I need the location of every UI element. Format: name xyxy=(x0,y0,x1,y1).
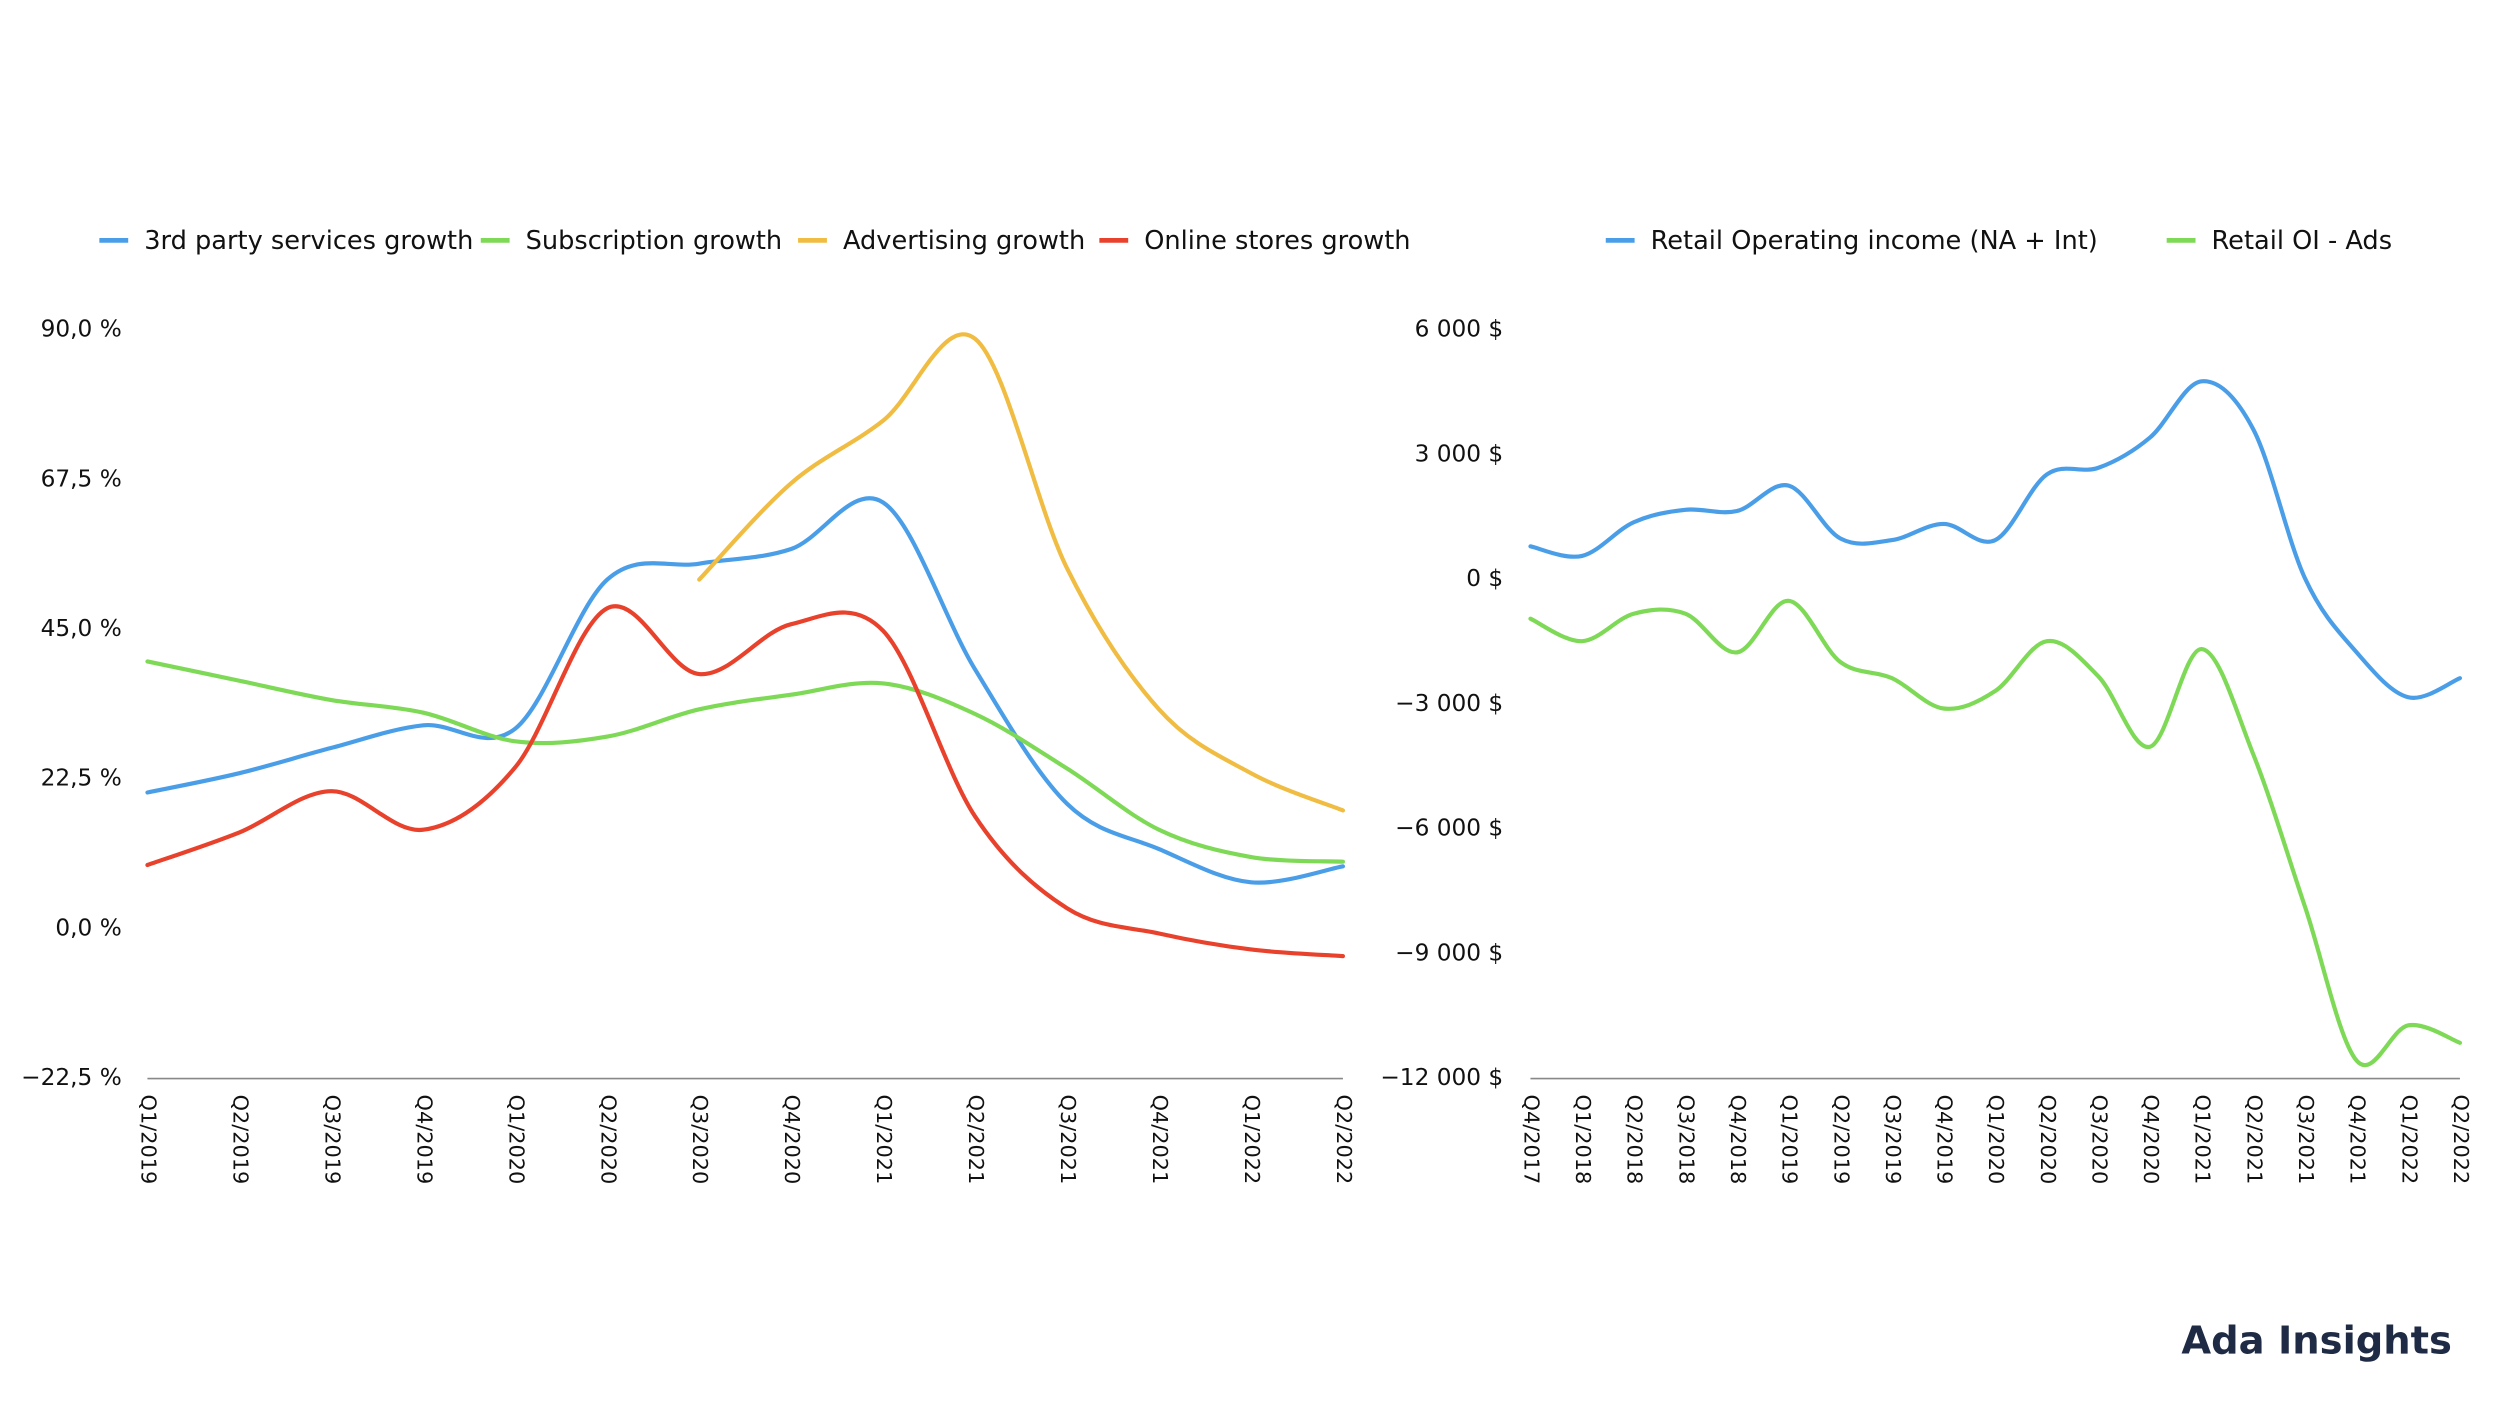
y-tick-label: 22,5 % xyxy=(41,765,122,792)
x-tick-label: Q4/2018 xyxy=(1726,1095,1750,1185)
x-tick-label: Q4/2021 xyxy=(2346,1095,2370,1185)
x-tick-label: Q1/2021 xyxy=(872,1095,896,1185)
x-tick-label: Q2/2018 xyxy=(1623,1095,1647,1185)
x-tick-label: Q4/2017 xyxy=(1519,1095,1543,1185)
legend-label: Advertising growth xyxy=(843,226,1085,256)
x-tick-label: Q3/2019 xyxy=(320,1095,344,1185)
x-tick-label: Q2/2021 xyxy=(964,1095,988,1185)
legend-label: Retail Operating income (NA + Int) xyxy=(1651,226,2098,256)
y-tick-label: 0,0 % xyxy=(55,914,121,941)
y-tick-label: −6 000 $ xyxy=(1395,815,1503,842)
legend-label: 3rd party services growth xyxy=(144,226,473,256)
x-tick-label: Q3/2018 xyxy=(1674,1095,1698,1185)
y-tick-label: 45,0 % xyxy=(41,615,122,642)
x-tick-label: Q1/2020 xyxy=(504,1095,528,1185)
x-tick-label: Q4/2020 xyxy=(2139,1095,2163,1185)
x-tick-label: Q4/2019 xyxy=(1933,1095,1957,1185)
x-tick-label: Q2/2021 xyxy=(2242,1095,2266,1185)
x-tick-label: Q1/2018 xyxy=(1571,1095,1595,1185)
x-tick-label: Q3/2019 xyxy=(1881,1095,1905,1185)
x-tick-label: Q3/2020 xyxy=(688,1095,712,1185)
x-tick-label: Q1/2020 xyxy=(1984,1095,2008,1185)
line-series xyxy=(1528,598,2463,1067)
y-tick-label: −9 000 $ xyxy=(1395,939,1503,966)
x-tick-label: Q2/2022 xyxy=(1332,1095,1356,1185)
x-tick-label: Q1/2022 xyxy=(1240,1095,1264,1185)
y-tick-label: 3 000 $ xyxy=(1415,440,1504,467)
y-tick-label: −12 000 $ xyxy=(1380,1064,1503,1091)
line-series xyxy=(1528,379,2463,700)
line-series xyxy=(145,604,1346,959)
y-tick-label: 6 000 $ xyxy=(1415,316,1504,343)
x-tick-label: Q1/2019 xyxy=(136,1095,160,1185)
x-tick-label: Q3/2020 xyxy=(2087,1095,2111,1185)
y-tick-label: −3 000 $ xyxy=(1395,690,1503,717)
legend-label: Retail OI - Ads xyxy=(2212,226,2393,256)
legend-label: Online stores growth xyxy=(1144,226,1410,256)
x-tick-label: Q2/2020 xyxy=(2036,1095,2060,1185)
x-tick-label: Q1/2021 xyxy=(2191,1095,2215,1185)
brand: Ada Insights xyxy=(2181,1318,2452,1363)
x-tick-label: Q3/2021 xyxy=(2294,1095,2318,1185)
line-series xyxy=(697,332,1346,813)
y-tick-label: 90,0 % xyxy=(41,316,122,343)
y-tick-label: 67,5 % xyxy=(41,465,122,492)
legend-label: Subscription growth xyxy=(526,226,783,256)
x-tick-label: Q3/2021 xyxy=(1056,1095,1080,1185)
x-tick-label: Q2/2019 xyxy=(228,1095,252,1185)
x-tick-label: Q2/2022 xyxy=(2449,1095,2473,1185)
line-series xyxy=(145,659,1346,864)
x-tick-label: Q1/2019 xyxy=(1778,1095,1802,1185)
y-tick-label: 0 $ xyxy=(1466,565,1503,592)
y-tick-label: −22,5 % xyxy=(21,1064,122,1091)
x-tick-label: Q4/2021 xyxy=(1148,1095,1172,1185)
x-tick-label: Q4/2020 xyxy=(780,1095,804,1185)
x-tick-label: Q2/2020 xyxy=(596,1095,620,1185)
x-tick-label: Q2/2019 xyxy=(1829,1095,1853,1185)
x-tick-label: Q4/2019 xyxy=(412,1095,436,1185)
x-tick-label: Q1/2022 xyxy=(2397,1095,2421,1185)
line-series xyxy=(145,496,1346,885)
